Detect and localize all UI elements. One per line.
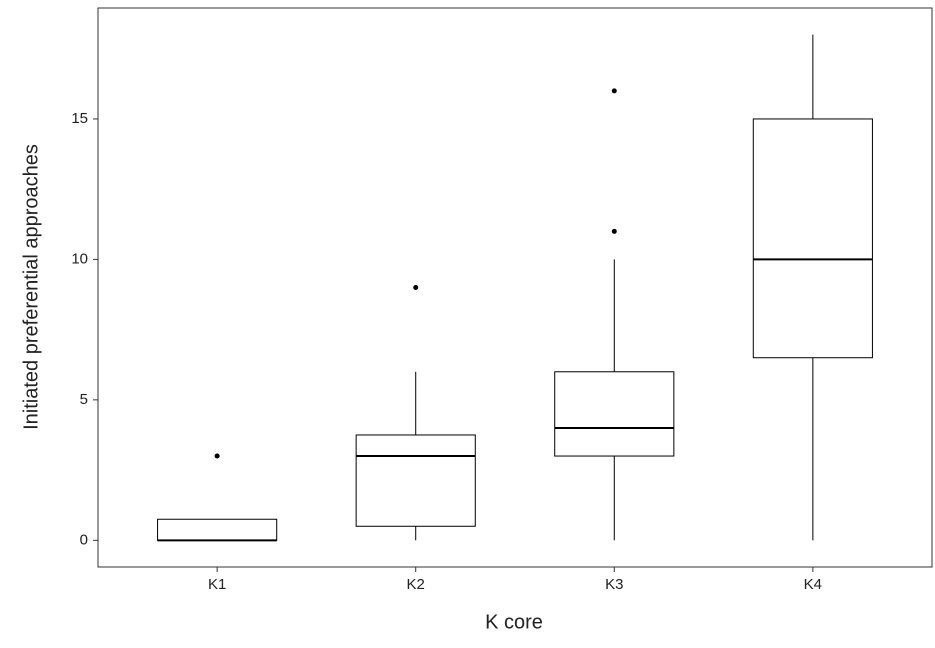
box xyxy=(554,371,675,457)
x-tick-label: K2 xyxy=(407,576,425,593)
x-axis-label: K core xyxy=(485,611,543,633)
y-axis-label: Initiated preferential approaches xyxy=(20,144,42,430)
y-tick-label: 10 xyxy=(71,250,88,267)
outlier xyxy=(413,285,419,290)
box xyxy=(157,518,278,541)
outlier xyxy=(611,228,617,234)
box xyxy=(752,118,873,359)
x-tick-label: K4 xyxy=(804,576,822,593)
outlier xyxy=(611,88,617,94)
x-tick-label: K3 xyxy=(605,576,623,593)
y-tick-label: 0 xyxy=(80,531,88,548)
y-tick-label: 15 xyxy=(71,110,88,127)
box xyxy=(355,434,476,527)
panel-border xyxy=(97,7,933,568)
x-tick-label: K1 xyxy=(208,576,226,593)
y-tick-label: 5 xyxy=(80,391,88,408)
outlier xyxy=(214,453,220,459)
